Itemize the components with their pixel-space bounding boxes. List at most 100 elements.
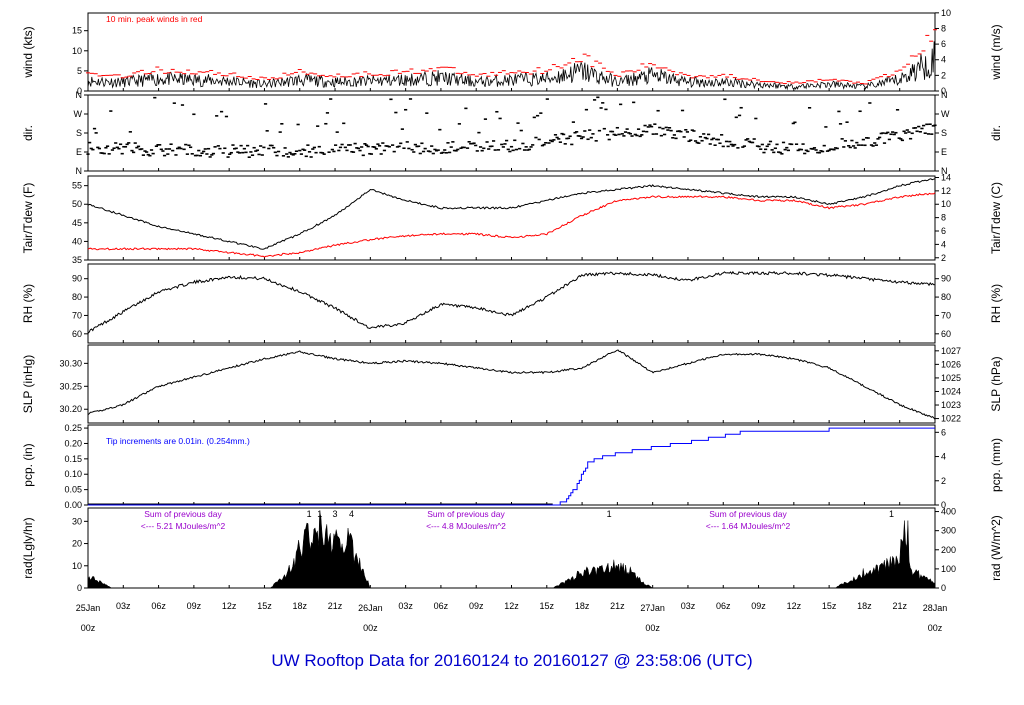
x-hour-tick-label: 21z	[892, 601, 907, 611]
rh-right-tick-label: 70	[941, 310, 951, 320]
slp-left-axis-label: SLP (inHg)	[21, 355, 35, 413]
slp-right-axis-label: SLP (hPa)	[989, 356, 1003, 411]
wind-left-axis-label: wind (kts)	[21, 26, 35, 78]
dir-left-tick-label: W	[74, 109, 83, 119]
pcp-panel: pcp. (in) pcp. (mm) 0.00 0.05 0.10 0.15 0.20 0.…	[21, 423, 1003, 510]
wind-right-tick-label: 6	[941, 39, 946, 49]
temp-left-tick-label: 50	[72, 199, 82, 209]
temp-right-tick-label: 10	[941, 199, 951, 209]
rad-panel: rad(Lgly/hr) rad (W/m^2)01020300100200300…	[21, 507, 1003, 593]
slp-left-tick-label: 30.20	[59, 404, 82, 414]
dir-left-tick-label: N	[76, 90, 83, 100]
temp-left-tick-label: 40	[72, 236, 82, 246]
rad-left-axis-label: rad(Lgly/hr)	[21, 517, 35, 578]
wind-right-axis-label: wind (m/s)	[989, 24, 1003, 80]
page-title: UW Rooftop Data for 20160124 to 20160127…	[271, 651, 753, 670]
x-hour-tick-label: 21z	[328, 601, 343, 611]
slp-right-tick-label: 1027	[941, 346, 961, 356]
temp-right-tick-label: 4	[941, 239, 946, 249]
temp-right-tick-label: 14	[941, 172, 951, 182]
pcp-left-axis-label: pcp. (in)	[21, 443, 35, 486]
x-hour-tick-label: 12z	[787, 601, 802, 611]
pcp-line	[88, 427, 935, 506]
x-day-time-label: 00z	[81, 623, 96, 633]
rad-area	[87, 511, 936, 589]
x-hour-tick-label: 03z	[681, 601, 696, 611]
rad-left-tick-label: 0	[77, 583, 82, 593]
x-hour-tick-label: 06z	[716, 601, 731, 611]
pcp-right-tick-label: 4	[941, 452, 946, 462]
x-hour-tick-label: 15z	[822, 601, 837, 611]
x-day-time-label: 00z	[928, 623, 943, 633]
temp-left-axis-label: Tair/Tdew (F)	[21, 183, 35, 254]
rh-right-tick-label: 80	[941, 292, 951, 302]
temp-right-axis-label: Tair/Tdew (C)	[989, 182, 1003, 254]
rad-right-tick-label: 300	[941, 526, 956, 536]
rad-left-tick-label: 20	[72, 539, 82, 549]
rh-left-tick-label: 90	[72, 274, 82, 284]
wind-left-tick-label: 10	[72, 46, 82, 56]
dir-left-axis-label: dir.	[21, 125, 35, 141]
rh-panel: RH (%) RH (%) 60 70 80 90 60 70 80 90	[21, 263, 1003, 344]
rad-right-tick-label: 400	[941, 507, 956, 517]
rad-marker: 1	[889, 509, 894, 519]
rh-right-tick-label: 90	[941, 274, 951, 284]
x-hour-tick-label: 03z	[116, 601, 131, 611]
rad-left-tick-label: 30	[72, 516, 82, 526]
wind-left-tick-label: 0	[77, 86, 82, 96]
slp-line	[87, 349, 936, 420]
slp-right-tick-label: 1026	[941, 359, 961, 369]
rh-left-tick-label: 80	[72, 292, 82, 302]
dir-right-tick-label: W	[941, 109, 950, 119]
rh-left-tick-label: 60	[72, 329, 82, 339]
x-hour-tick-label: 18z	[857, 601, 872, 611]
pcp-left-tick-label: 0.15	[64, 454, 82, 464]
wind-panel: wind (kts) wind (m/s) 0 5 10 15 0 2 4 6 8 10 10 min.…	[21, 8, 1003, 96]
x-hour-tick-label: 09z	[751, 601, 766, 611]
temp-right-tick-label: 12	[941, 186, 951, 196]
wind-annotation: 10 min. peak winds in red	[106, 14, 203, 24]
wind-speed-line	[87, 41, 936, 91]
rad-day-total-title: Sum of previous day	[709, 509, 787, 519]
wind-left-tick-label: 5	[77, 66, 82, 76]
x-day-label: 28Jan	[923, 603, 948, 613]
temp-left-tick-label: 45	[72, 218, 82, 228]
pcp-right-tick-label: 2	[941, 476, 946, 486]
rad-left-tick-label: 10	[72, 561, 82, 571]
wind-left-tick-label: 15	[72, 26, 82, 36]
x-hour-tick-label: 12z	[504, 601, 519, 611]
x-hour-tick-label: 12z	[222, 601, 237, 611]
temp-panel: Tair/Tdew (F) Tair/Tdew (C) 35 40 45 50 55 2 4 6 8…	[21, 172, 1003, 265]
rad-day-total-value: <--- 4.8 MJoules/m^2	[426, 521, 506, 531]
pcp-left-tick-label: 0.20	[64, 438, 82, 448]
x-day-label: 26Jan	[358, 603, 383, 613]
x-day-label: 27Jan	[640, 603, 665, 613]
wind-right-tick-label: 0	[941, 86, 946, 96]
x-hour-tick-label: 06z	[151, 601, 166, 611]
rad-day-total-title: Sum of previous day	[427, 509, 505, 519]
x-hour-tick-label: 15z	[540, 601, 555, 611]
rad-marker: 1	[307, 509, 312, 519]
dir-right-axis-label: dir.	[989, 125, 1003, 141]
rad-right-tick-label: 200	[941, 545, 956, 555]
wind-right-tick-label: 4	[941, 55, 946, 65]
x-hour-tick-label: 18z	[575, 601, 590, 611]
pcp-left-tick-label: 0.10	[64, 469, 82, 479]
rad-day-total-title: Sum of previous day	[144, 509, 222, 519]
slp-left-tick-label: 30.30	[59, 358, 82, 368]
rad-marker: 1	[317, 509, 322, 519]
rad-day-total-value: <--- 1.64 MJoules/m^2	[706, 521, 791, 531]
pcp-right-tick-label: 0	[941, 500, 946, 510]
dir-left-tick-label: N	[76, 166, 83, 176]
rad-right-tick-label: 100	[941, 564, 956, 574]
rad-right-axis-label: rad (W/m^2)	[989, 515, 1003, 581]
pcp-left-tick-label: 0.05	[64, 485, 82, 495]
x-hour-tick-label: 21z	[610, 601, 625, 611]
dir-right-tick-label: N	[941, 90, 948, 100]
x-day-label: 25Jan	[76, 603, 101, 613]
slp-right-tick-label: 1022	[941, 414, 961, 424]
wind-right-tick-label: 8	[941, 23, 946, 33]
rh-right-axis-label: RH (%)	[989, 284, 1003, 323]
